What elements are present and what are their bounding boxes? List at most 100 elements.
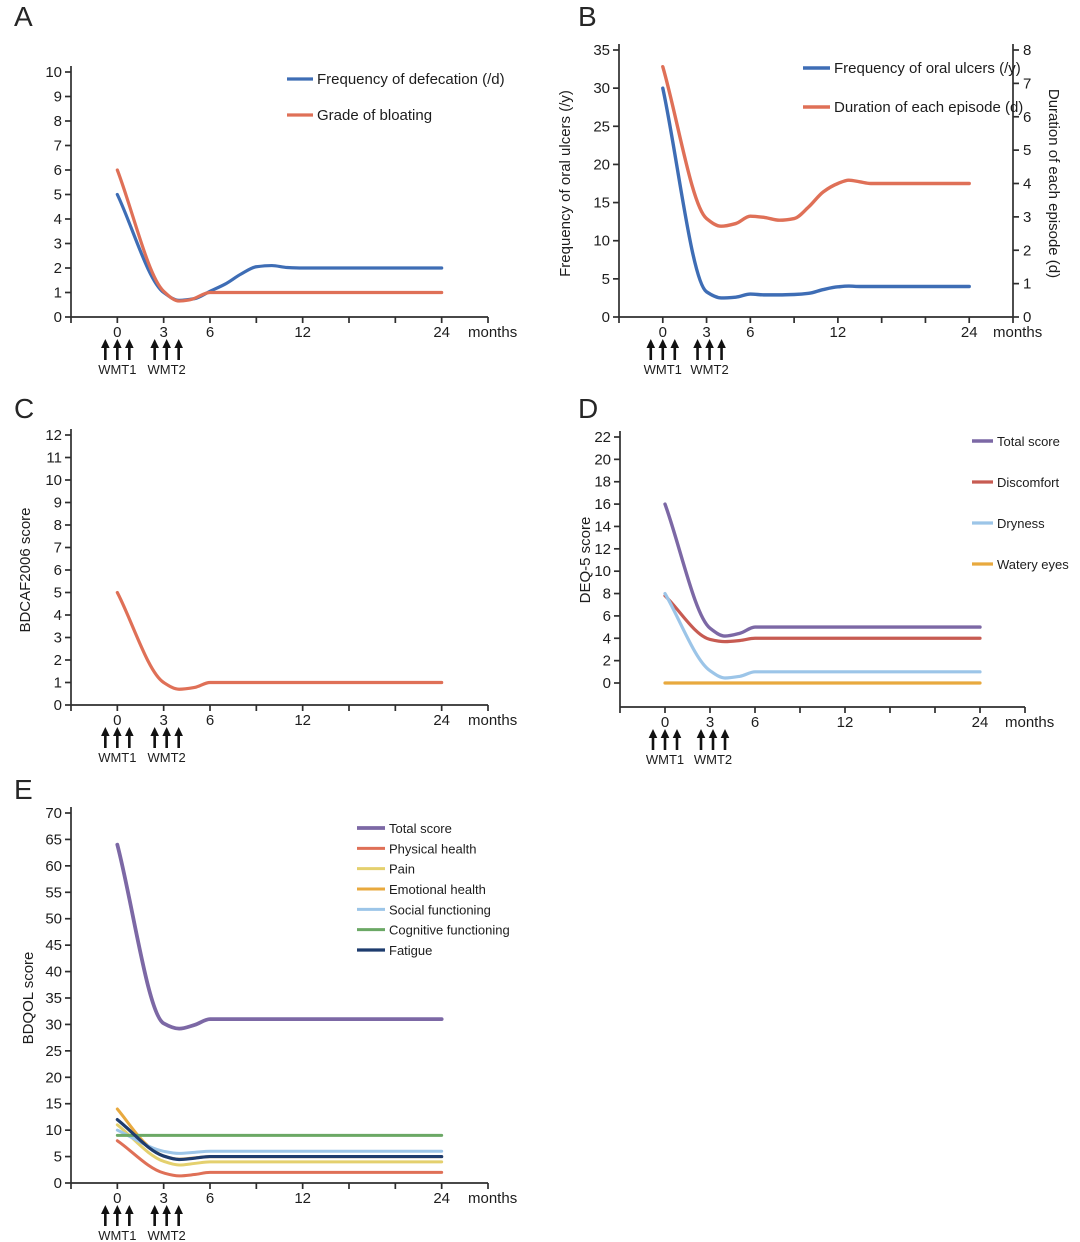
chart-d-canvas: 0 3 6 12 24 months 0 2 4 6 8 10 12 14 16 18 20 22 DEQ-5 sc…: [540, 390, 1080, 775]
up-arrow-head-icon: [101, 339, 110, 348]
legend-label-total-score: Total score: [389, 821, 452, 836]
svg-text:8: 8: [1023, 42, 1031, 59]
series-line-pain: [115, 1123, 444, 1167]
svg-text:0: 0: [54, 309, 62, 326]
wmt2-arrows: WMT2: [148, 1205, 186, 1242]
y-axis: [65, 807, 72, 1184]
wmt-annotations: WMT1 WMT2: [98, 727, 186, 765]
y-axis-right-tick-labels: 0 1 2 3 4 5 6 7 8: [1023, 42, 1031, 326]
svg-text:5: 5: [602, 271, 610, 288]
up-arrow-head-icon: [646, 339, 656, 348]
series-line-frequency-of-defecation-d: [115, 192, 444, 302]
svg-text:4: 4: [54, 211, 62, 228]
x-axis: [70, 704, 489, 711]
legend-label-total-score: Total score: [997, 434, 1060, 449]
y-axis: [65, 66, 72, 318]
legend-item-frequency-of-defecation-d: Frequency of defecation (/d): [287, 71, 505, 88]
svg-text:11: 11: [46, 450, 62, 467]
svg-text:15: 15: [45, 1096, 62, 1113]
wmt1-label: WMT1: [98, 362, 136, 377]
series-line-total-score: [663, 502, 982, 638]
svg-text:30: 30: [45, 1016, 62, 1033]
chart-a-canvas: 0 3 6 12 24 months 0 1 2 3 4 5 6 7 8 9 10 Frequency of de…: [0, 0, 540, 390]
svg-text:12: 12: [594, 541, 611, 558]
up-arrow-head-icon: [696, 729, 706, 738]
series-line-duration-of-each-episode-d: [661, 64, 971, 228]
y-axis-right-title: Duration of each episode (d): [1045, 89, 1062, 278]
x-axis-tick-labels: 0 3 6 12 24 months: [113, 1190, 517, 1207]
svg-text:24: 24: [433, 1190, 450, 1207]
svg-text:3: 3: [159, 712, 167, 729]
up-arrow-head-icon: [125, 1205, 134, 1214]
svg-text:6: 6: [746, 324, 754, 341]
svg-text:0: 0: [113, 1190, 121, 1207]
series-line-discomfort: [663, 594, 982, 644]
up-arrow-head-icon: [113, 727, 122, 736]
svg-text:24: 24: [433, 712, 450, 729]
up-arrow-head-icon: [162, 727, 171, 736]
x-axis-unit-label: months: [993, 324, 1042, 341]
svg-text:4: 4: [54, 607, 62, 624]
up-arrow-head-icon: [705, 339, 714, 348]
svg-text:6: 6: [206, 324, 214, 341]
up-arrow-head-icon: [648, 729, 658, 738]
svg-text:18: 18: [594, 474, 611, 491]
y-axis: [65, 429, 72, 706]
legend-item-emotional-health: Emotional health: [357, 882, 486, 897]
up-arrow-head-icon: [174, 1205, 183, 1214]
y-axis-title: BDCAF2006 score: [17, 507, 34, 632]
wmt1-arrows: WMT1: [644, 339, 682, 377]
svg-text:0: 0: [1023, 309, 1031, 326]
svg-text:0: 0: [659, 324, 667, 341]
series-line-frequency-of-oral-ulcers-y: [661, 86, 971, 300]
legend-item-grade-of-bloating: Grade of bloating: [287, 107, 432, 124]
up-arrow-head-icon: [150, 1205, 159, 1214]
svg-text:15: 15: [593, 195, 610, 212]
wmt2-arrows: WMT2: [690, 339, 729, 377]
svg-text:16: 16: [594, 496, 611, 513]
y-axis-title: Frequency of oral ulcers (/y): [557, 90, 574, 277]
svg-text:0: 0: [113, 324, 121, 341]
x-axis-tick-labels: 0 3 6 12 24 months: [659, 324, 1043, 341]
legend-label-physical-health: Physical health: [389, 841, 476, 856]
series-line-total-score: [115, 842, 444, 1031]
wmt1-label: WMT1: [98, 750, 136, 765]
up-arrow-head-icon: [101, 1205, 110, 1214]
wmt2-label: WMT2: [694, 752, 732, 767]
x-axis-unit-label: months: [468, 324, 517, 341]
svg-text:3: 3: [702, 324, 710, 341]
svg-text:24: 24: [961, 324, 978, 341]
up-arrow-head-icon: [150, 339, 159, 348]
svg-text:10: 10: [45, 64, 62, 81]
svg-text:22: 22: [594, 429, 611, 446]
up-arrow-head-icon: [101, 727, 110, 736]
up-arrow-head-icon: [670, 339, 680, 348]
svg-text:6: 6: [54, 562, 62, 579]
wmt-annotations: WMT1 WMT2: [98, 1205, 186, 1242]
y-axis-tick-labels: 0 5 10 15 20 25 30 35: [593, 42, 610, 326]
svg-text:6: 6: [206, 1190, 214, 1207]
panel-d-label: D: [578, 393, 599, 424]
x-axis-tick-labels: 0 3 6 12 24 months: [113, 324, 517, 341]
up-arrow-head-icon: [162, 339, 171, 348]
legend-label-frequency-of-oral-ulcers-y: Frequency of oral ulcers (/y): [834, 60, 1021, 77]
svg-text:0: 0: [113, 712, 121, 729]
svg-text:3: 3: [54, 236, 62, 253]
svg-text:2: 2: [54, 260, 62, 277]
svg-text:12: 12: [837, 714, 854, 731]
up-arrow-head-icon: [658, 339, 668, 348]
up-arrow-head-icon: [113, 1205, 122, 1214]
legend-label-cognitive-functioning: Cognitive functioning: [389, 923, 510, 938]
svg-text:6: 6: [206, 712, 214, 729]
svg-text:6: 6: [1023, 109, 1031, 126]
svg-text:20: 20: [594, 451, 611, 468]
y-axis-tick-labels: 0 5 10 15 20 25 30 35 40 45 50 55 60 65 70: [45, 805, 62, 1192]
up-arrow-head-icon: [174, 339, 183, 348]
svg-text:35: 35: [593, 42, 610, 59]
wmt2-label: WMT2: [690, 362, 728, 377]
svg-text:7: 7: [54, 138, 62, 155]
svg-text:9: 9: [54, 495, 62, 512]
svg-text:5: 5: [54, 1149, 62, 1166]
